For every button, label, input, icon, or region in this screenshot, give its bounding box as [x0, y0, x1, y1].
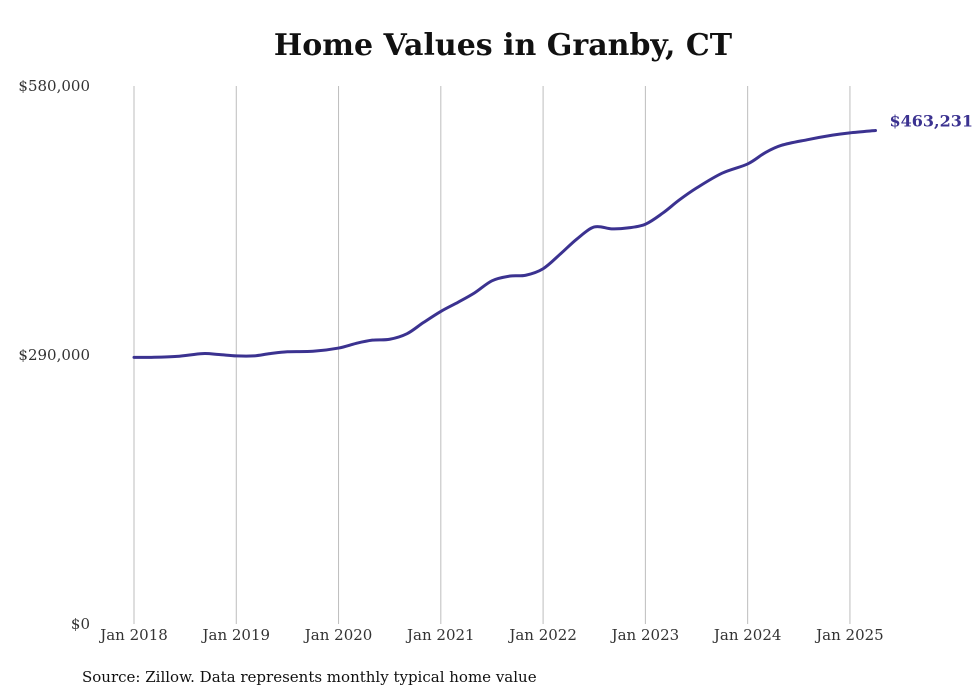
source-note: Source: Zillow. Data represents monthly …: [82, 668, 537, 686]
x-tick-label: Jan 2024: [712, 626, 782, 644]
x-axis-ticks: Jan 2018 Jan 2019 Jan 2020 Jan 2021 Jan 2022…: [98, 626, 883, 644]
end-value-label: $463,231: [890, 112, 974, 131]
series-line-0: [132, 129, 877, 359]
y-tick-label: $290,000: [18, 346, 90, 364]
x-tick-label: Jan 2022: [507, 626, 577, 644]
y-axis-ticks: $0 $290,000 $580,000: [18, 77, 90, 633]
x-tick-label: Jan 2018: [98, 626, 168, 644]
x-tick-label: Jan 2019: [200, 626, 270, 644]
x-tick-label: Jan 2023: [610, 626, 680, 644]
y-tick-label: $580,000: [18, 77, 90, 95]
x-tick-label: Jan 2020: [303, 626, 373, 644]
series-layer: [132, 129, 877, 359]
x-tick-label: Jan 2021: [405, 626, 475, 644]
y-tick-label: $0: [71, 615, 90, 633]
x-tick-label: Jan 2025: [814, 626, 884, 644]
chart-title: Home Values in Granby, CT: [273, 28, 733, 63]
